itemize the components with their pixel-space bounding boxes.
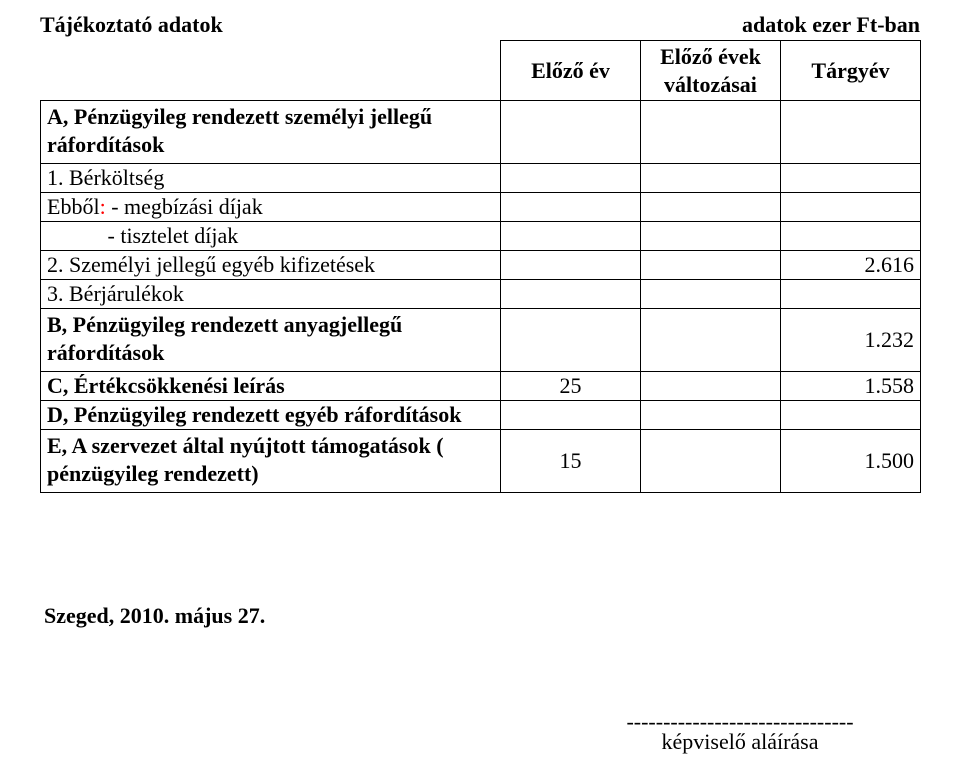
row-3-label: - tisztelet díjak — [41, 222, 501, 251]
table-row: 3. Bérjárulékok — [41, 280, 921, 309]
signature-block: ------------------------------- képvisel… — [530, 709, 950, 755]
table-row: 1. Bérköltség — [41, 164, 921, 193]
cell — [781, 101, 921, 164]
table-row: 2. Személyi jellegű egyéb kifizetések 2.… — [41, 251, 921, 280]
col-prev-years-changes: Előző évek változásai — [641, 41, 781, 101]
cell — [501, 164, 641, 193]
cell — [501, 222, 641, 251]
title-left: Tájékoztató adatok — [40, 12, 223, 38]
row-d-label: D, Pénzügyileg rendezett egyéb ráfordítá… — [41, 401, 501, 430]
row-a-line1: A, Pénzügyileg rendezett személyi jelleg… — [47, 104, 432, 129]
col-prev-year: Előző év — [501, 41, 641, 101]
table-row: A, Pénzügyileg rendezett személyi jelleg… — [41, 101, 921, 164]
cell: 15 — [501, 430, 641, 493]
row-a-label: A, Pénzügyileg rendezett személyi jelleg… — [41, 101, 501, 164]
table-row: Ebből: - megbízási díjak — [41, 193, 921, 222]
signature-label: képviselő aláírása — [530, 729, 950, 755]
cell — [501, 101, 641, 164]
cell — [641, 401, 781, 430]
signature-dashes: ------------------------------- — [530, 709, 950, 731]
cell — [641, 193, 781, 222]
row-2-rest: - megbízási díjak — [106, 194, 263, 219]
table-row: - tisztelet díjak — [41, 222, 921, 251]
row-e-line2: pénzügyileg rendezett) — [47, 461, 259, 486]
cell: 2.616 — [781, 251, 921, 280]
row-e-line1: E, A szervezet által nyújtott támogatáso… — [47, 433, 444, 458]
title-row: Tájékoztató adatok adatok ezer Ft-ban — [40, 12, 920, 38]
cell — [641, 164, 781, 193]
cell — [781, 401, 921, 430]
cell — [641, 222, 781, 251]
table-row: C, Értékcsökkenési leírás 25 1.558 — [41, 372, 921, 401]
cell — [501, 251, 641, 280]
cell: 1.558 — [781, 372, 921, 401]
date-line: Szeged, 2010. május 27. — [40, 603, 920, 629]
row-2-label: Ebből: - megbízási díjak — [41, 193, 501, 222]
table-row: E, A szervezet által nyújtott támogatáso… — [41, 430, 921, 493]
header-blank — [41, 41, 501, 101]
cell — [781, 193, 921, 222]
cell: 1.500 — [781, 430, 921, 493]
cell — [781, 164, 921, 193]
data-table: Előző év Előző évek változásai Tárgyév A… — [40, 40, 921, 493]
row-b-label: B, Pénzügyileg rendezett anyagjellegű rá… — [41, 309, 501, 372]
row-b-line2: ráfordítások — [47, 340, 164, 365]
cell — [641, 372, 781, 401]
cell — [501, 193, 641, 222]
header-row: Előző év Előző évek változásai Tárgyév — [41, 41, 921, 101]
row-4-label: 2. Személyi jellegű egyéb kifizetések — [41, 251, 501, 280]
row-2-prefix: Ebből — [47, 194, 100, 219]
cell — [641, 101, 781, 164]
row-e-label: E, A szervezet által nyújtott támogatáso… — [41, 430, 501, 493]
row-c-label: C, Értékcsökkenési leírás — [41, 372, 501, 401]
row-a-line2: ráfordítások — [47, 132, 164, 157]
cell — [641, 251, 781, 280]
col-current-year: Tárgyév — [781, 41, 921, 101]
cell — [501, 401, 641, 430]
cell — [501, 309, 641, 372]
col2-line1: Előző évek — [645, 43, 776, 71]
title-right: adatok ezer Ft-ban — [742, 12, 920, 38]
col2-line2: változásai — [645, 71, 776, 99]
row-b-line1: B, Pénzügyileg rendezett anyagjellegű — [47, 312, 402, 337]
cell — [781, 280, 921, 309]
cell: 25 — [501, 372, 641, 401]
table-row: B, Pénzügyileg rendezett anyagjellegű rá… — [41, 309, 921, 372]
row-1-label: 1. Bérköltség — [41, 164, 501, 193]
cell — [781, 222, 921, 251]
table-row: D, Pénzügyileg rendezett egyéb ráfordítá… — [41, 401, 921, 430]
row-5-label: 3. Bérjárulékok — [41, 280, 501, 309]
cell — [501, 280, 641, 309]
cell: 1.232 — [781, 309, 921, 372]
cell — [641, 280, 781, 309]
cell — [641, 309, 781, 372]
cell — [641, 430, 781, 493]
